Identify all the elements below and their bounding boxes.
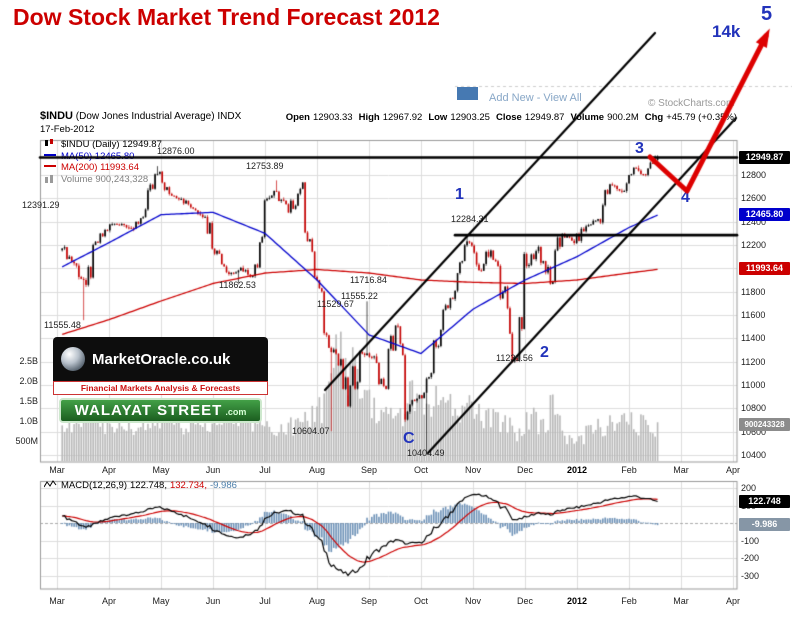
- ma200-price-box: 11993.64: [739, 262, 790, 275]
- volume-value-box: 900243328: [739, 418, 790, 431]
- ma50-price-box: 12465.80: [739, 208, 790, 221]
- last-price-box: 12949.87: [739, 151, 790, 164]
- macd-hist-value-box: -9.986: [739, 518, 790, 531]
- macd-value-box: 122.748: [739, 495, 790, 508]
